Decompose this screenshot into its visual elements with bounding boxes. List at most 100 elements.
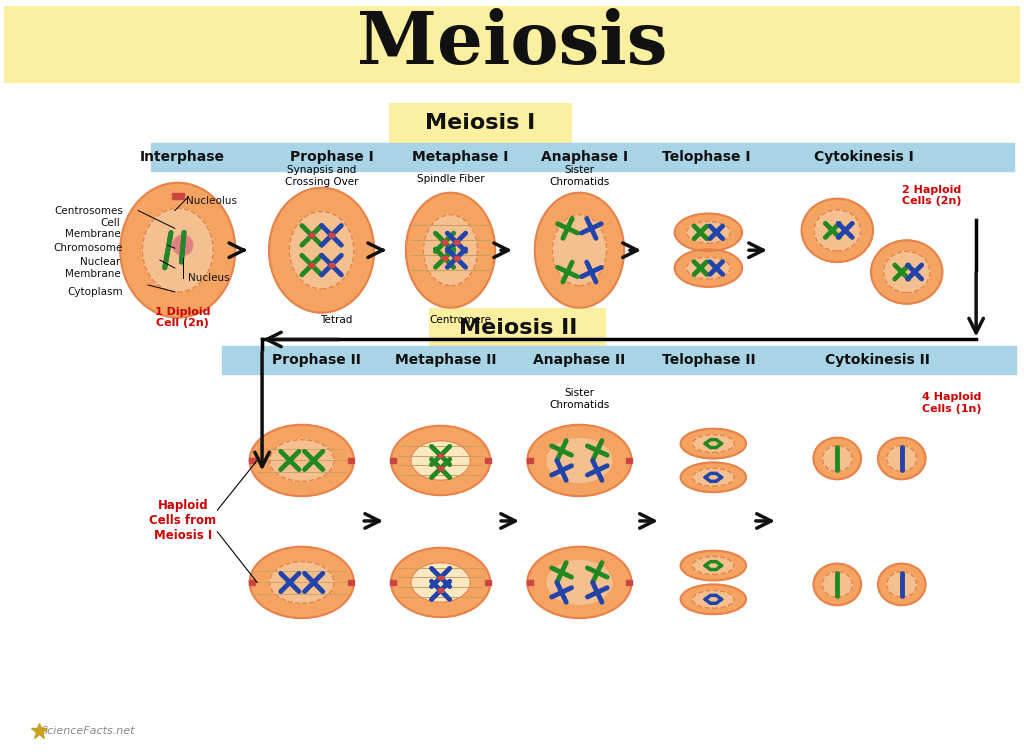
Bar: [329, 234, 334, 237]
Bar: [329, 263, 334, 267]
Bar: [348, 580, 354, 585]
Text: Centromere: Centromere: [429, 314, 492, 324]
Text: Metaphase II: Metaphase II: [395, 353, 497, 367]
Text: Cell
Membrane: Cell Membrane: [65, 218, 120, 239]
Ellipse shape: [142, 209, 213, 292]
Text: Nucleus: Nucleus: [187, 273, 229, 283]
Text: Sister
Chromatids: Sister Chromatids: [549, 165, 609, 187]
Ellipse shape: [822, 445, 852, 472]
Ellipse shape: [681, 550, 746, 581]
Ellipse shape: [686, 257, 730, 279]
Bar: [348, 458, 354, 463]
Ellipse shape: [269, 440, 334, 482]
Bar: [438, 588, 443, 593]
Ellipse shape: [692, 435, 734, 453]
Bar: [438, 575, 443, 579]
Ellipse shape: [391, 426, 490, 495]
Bar: [454, 240, 459, 244]
Bar: [626, 458, 632, 463]
Text: Anaphase II: Anaphase II: [534, 353, 626, 367]
Ellipse shape: [411, 441, 470, 480]
Text: Anaphase I: Anaphase I: [541, 150, 628, 164]
Ellipse shape: [813, 564, 861, 606]
Text: Haploid
Cells from
Meiosis I: Haploid Cells from Meiosis I: [150, 500, 216, 543]
Ellipse shape: [552, 215, 606, 286]
Bar: [222, 346, 1016, 374]
Ellipse shape: [814, 209, 860, 251]
Text: Cytoplasm: Cytoplasm: [68, 287, 123, 297]
Bar: [151, 143, 1014, 171]
Text: ScienceFacts.net: ScienceFacts.net: [41, 727, 136, 736]
Ellipse shape: [120, 183, 236, 318]
Ellipse shape: [887, 572, 916, 597]
Ellipse shape: [692, 469, 734, 486]
Ellipse shape: [878, 564, 926, 606]
Ellipse shape: [527, 547, 632, 618]
Bar: [390, 580, 396, 585]
Ellipse shape: [424, 215, 477, 286]
Text: Telophase II: Telophase II: [662, 353, 755, 367]
Ellipse shape: [813, 438, 861, 479]
Ellipse shape: [692, 556, 734, 575]
Text: Interphase: Interphase: [140, 150, 225, 164]
Text: Sister
Chromatids: Sister Chromatids: [549, 388, 609, 410]
Ellipse shape: [686, 222, 730, 243]
Ellipse shape: [675, 213, 742, 251]
Ellipse shape: [527, 425, 632, 496]
Ellipse shape: [290, 212, 354, 289]
Ellipse shape: [269, 187, 374, 313]
Ellipse shape: [391, 548, 490, 617]
Bar: [309, 263, 314, 267]
Text: 1 Diploid
Cell (2n): 1 Diploid Cell (2n): [155, 307, 211, 328]
Bar: [390, 458, 396, 463]
Text: Nuclear
Membrane: Nuclear Membrane: [65, 257, 120, 279]
Bar: [485, 458, 492, 463]
Text: Meiosis: Meiosis: [356, 8, 668, 79]
Bar: [527, 580, 532, 585]
Ellipse shape: [884, 252, 930, 293]
Ellipse shape: [692, 590, 734, 609]
Ellipse shape: [681, 429, 746, 458]
FancyBboxPatch shape: [429, 308, 606, 346]
Ellipse shape: [887, 445, 916, 472]
Ellipse shape: [547, 438, 611, 482]
Circle shape: [173, 235, 193, 256]
Text: 2 Haploid
Cells (2n): 2 Haploid Cells (2n): [902, 185, 962, 206]
Text: Cytokinesis I: Cytokinesis I: [814, 150, 914, 164]
Ellipse shape: [802, 199, 873, 262]
Bar: [527, 458, 532, 463]
Ellipse shape: [269, 562, 334, 603]
Bar: [172, 193, 183, 199]
Ellipse shape: [250, 425, 354, 496]
Text: Tetrad: Tetrad: [321, 314, 352, 324]
Bar: [249, 580, 255, 585]
Ellipse shape: [822, 572, 852, 597]
Bar: [309, 234, 314, 237]
Text: Centrosomes: Centrosomes: [54, 206, 123, 215]
Text: Metaphase I: Metaphase I: [413, 150, 509, 164]
Bar: [485, 580, 492, 585]
Ellipse shape: [411, 562, 470, 603]
Bar: [438, 454, 443, 457]
Ellipse shape: [871, 240, 942, 304]
Text: Spindle Fiber: Spindle Fiber: [417, 174, 484, 184]
Ellipse shape: [406, 193, 496, 308]
Bar: [249, 458, 255, 463]
Text: Nucleolus: Nucleolus: [185, 196, 237, 206]
Text: Cytokinesis II: Cytokinesis II: [824, 353, 930, 367]
Bar: [454, 256, 459, 260]
Ellipse shape: [878, 438, 926, 479]
Bar: [4, 6, 1020, 82]
FancyBboxPatch shape: [389, 104, 571, 143]
Text: Prophase I: Prophase I: [290, 150, 374, 164]
Text: Chromosome: Chromosome: [54, 243, 123, 253]
Ellipse shape: [675, 249, 742, 287]
Bar: [438, 466, 443, 470]
Bar: [626, 580, 632, 585]
Ellipse shape: [681, 463, 746, 492]
Ellipse shape: [250, 547, 354, 618]
Ellipse shape: [547, 561, 611, 604]
Text: Meiosis II: Meiosis II: [459, 318, 578, 338]
Ellipse shape: [535, 193, 624, 308]
Text: Meiosis I: Meiosis I: [425, 113, 536, 133]
